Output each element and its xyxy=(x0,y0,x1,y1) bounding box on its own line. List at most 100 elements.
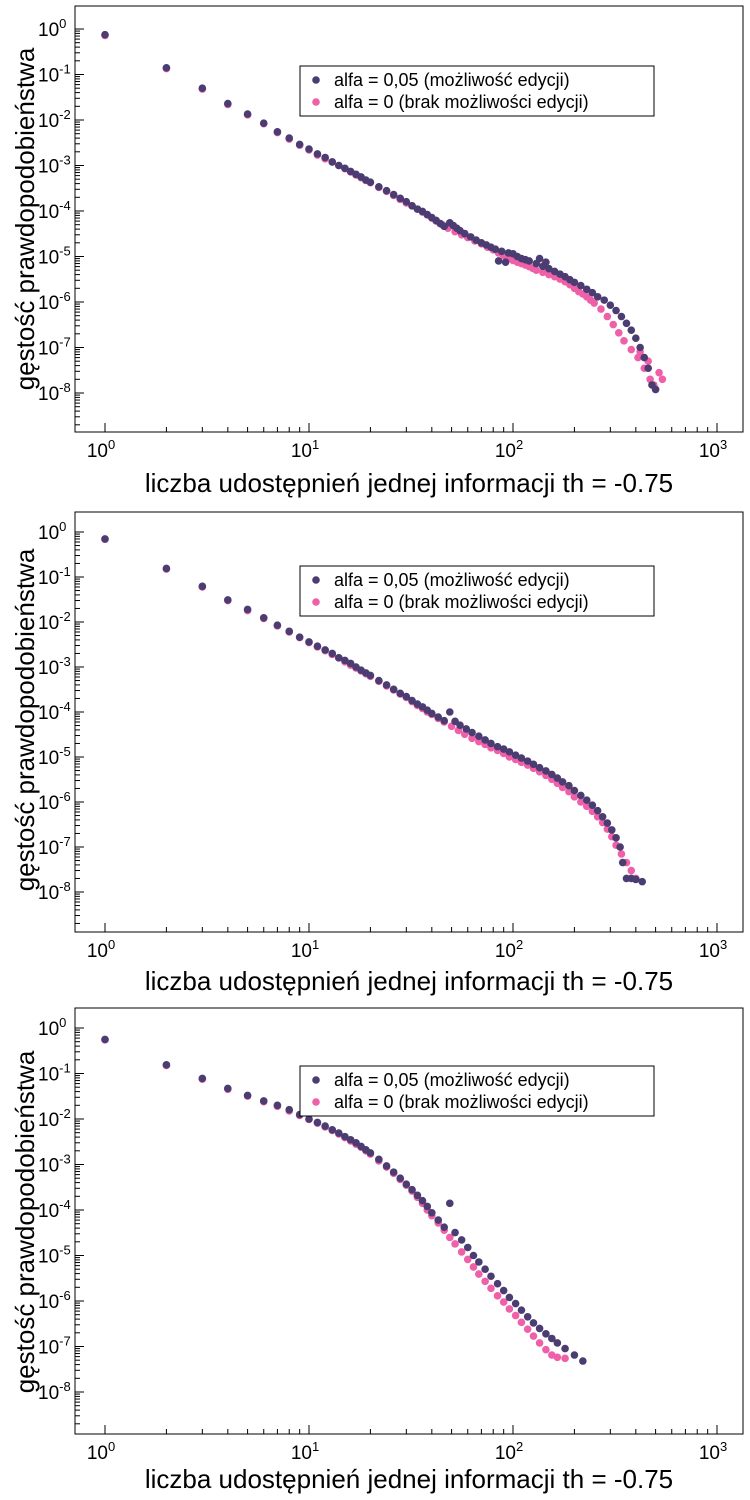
data-point xyxy=(389,685,398,694)
data-point xyxy=(627,345,636,354)
data-point xyxy=(418,1196,427,1205)
data-point xyxy=(627,866,636,875)
plot-frame xyxy=(74,5,744,433)
data-point xyxy=(341,164,349,173)
data-point xyxy=(593,293,602,301)
data-point xyxy=(313,642,322,650)
data-point xyxy=(243,110,252,118)
data-point xyxy=(535,763,544,772)
data-point xyxy=(402,692,411,701)
data-point xyxy=(640,353,649,362)
data-point xyxy=(553,1339,562,1347)
data-point xyxy=(456,721,464,729)
data-point xyxy=(597,305,605,313)
data-point xyxy=(582,796,591,804)
data-point xyxy=(644,364,653,373)
data-point xyxy=(259,1097,268,1105)
data-point xyxy=(224,596,232,604)
data-point xyxy=(341,1132,349,1141)
plot-frame xyxy=(74,1007,744,1435)
data-point xyxy=(616,843,624,851)
data-point xyxy=(198,582,207,591)
data-point xyxy=(273,621,282,629)
data-point xyxy=(162,64,171,72)
data-point xyxy=(617,850,626,858)
data-point xyxy=(335,161,343,170)
data-point xyxy=(446,708,454,716)
data-point xyxy=(553,1353,562,1362)
data-point xyxy=(198,84,207,92)
data-point xyxy=(622,319,631,328)
data-point xyxy=(499,745,508,753)
data-point xyxy=(460,229,469,238)
data-point xyxy=(588,801,597,809)
data-point xyxy=(614,329,623,337)
chart-panel-2: 100 101 102 10310010-110-210-310-410-510-61… xyxy=(10,511,744,996)
data-point xyxy=(651,385,660,394)
data-point xyxy=(638,877,647,886)
data-point xyxy=(295,633,304,641)
y-axis-label: gęstość prawdopodobieństwa xyxy=(10,47,40,390)
data-point xyxy=(539,268,547,277)
data-point xyxy=(382,681,391,689)
data-point xyxy=(579,1357,587,1365)
data-point xyxy=(440,222,449,231)
y-tick-label: 10-3 xyxy=(38,1152,71,1177)
data-point xyxy=(423,1202,432,1211)
data-point xyxy=(366,1149,375,1157)
data-point xyxy=(545,264,553,273)
data-point xyxy=(535,1324,544,1333)
data-point xyxy=(658,375,667,384)
legend-label-alfa-0: alfa = 0 (brak możliwości edycji) xyxy=(334,92,589,112)
data-point xyxy=(499,1298,508,1306)
legend-label-alfa-005: alfa = 0,05 (możliwość edycji) xyxy=(334,70,570,90)
data-point xyxy=(612,306,620,315)
y-axis-label: gęstość prawdopodobieństwa xyxy=(10,548,40,891)
data-point xyxy=(305,145,313,153)
x-axis-label: liczba udostępnień jednej informacji th … xyxy=(145,1464,673,1494)
data-point xyxy=(428,709,436,718)
data-point xyxy=(603,312,612,321)
data-points xyxy=(101,1035,587,1365)
legend-label-alfa-005: alfa = 0,05 (możliwość edycji) xyxy=(334,570,570,590)
data-point xyxy=(632,334,640,343)
data-point xyxy=(475,1270,483,1278)
chart-panel-3: 100 101 102 10310010-110-210-310-410-510-61… xyxy=(10,1007,744,1494)
data-point xyxy=(224,99,232,108)
data-point xyxy=(545,270,553,279)
data-point xyxy=(101,535,109,543)
data-point xyxy=(273,128,282,136)
data-point xyxy=(598,812,607,821)
legend-marker-alfa-0 xyxy=(312,598,320,606)
data-point xyxy=(558,778,567,786)
data-point xyxy=(321,1122,329,1130)
data-point xyxy=(375,183,383,191)
data-point xyxy=(535,254,544,263)
data-point xyxy=(285,1105,294,1114)
data-point xyxy=(198,1074,207,1083)
data-point xyxy=(468,734,476,743)
data-point xyxy=(593,806,602,815)
data-point xyxy=(505,748,514,756)
data-point xyxy=(523,1325,532,1334)
data-point xyxy=(468,728,476,737)
data-point xyxy=(548,1334,556,1343)
data-point xyxy=(335,1129,343,1137)
data-point xyxy=(396,689,405,698)
data-point xyxy=(607,826,616,834)
data-point xyxy=(463,1255,472,1264)
data-point xyxy=(561,1344,569,1353)
legend-box xyxy=(299,65,655,117)
data-point xyxy=(529,1332,538,1340)
data-point xyxy=(588,288,597,297)
data-point xyxy=(366,671,375,680)
data-point xyxy=(548,770,556,779)
data-point xyxy=(523,757,532,765)
data-point xyxy=(366,178,375,186)
data-point xyxy=(382,186,391,195)
data-point xyxy=(321,153,329,162)
data-point xyxy=(101,1035,109,1044)
data-point xyxy=(375,1155,383,1164)
